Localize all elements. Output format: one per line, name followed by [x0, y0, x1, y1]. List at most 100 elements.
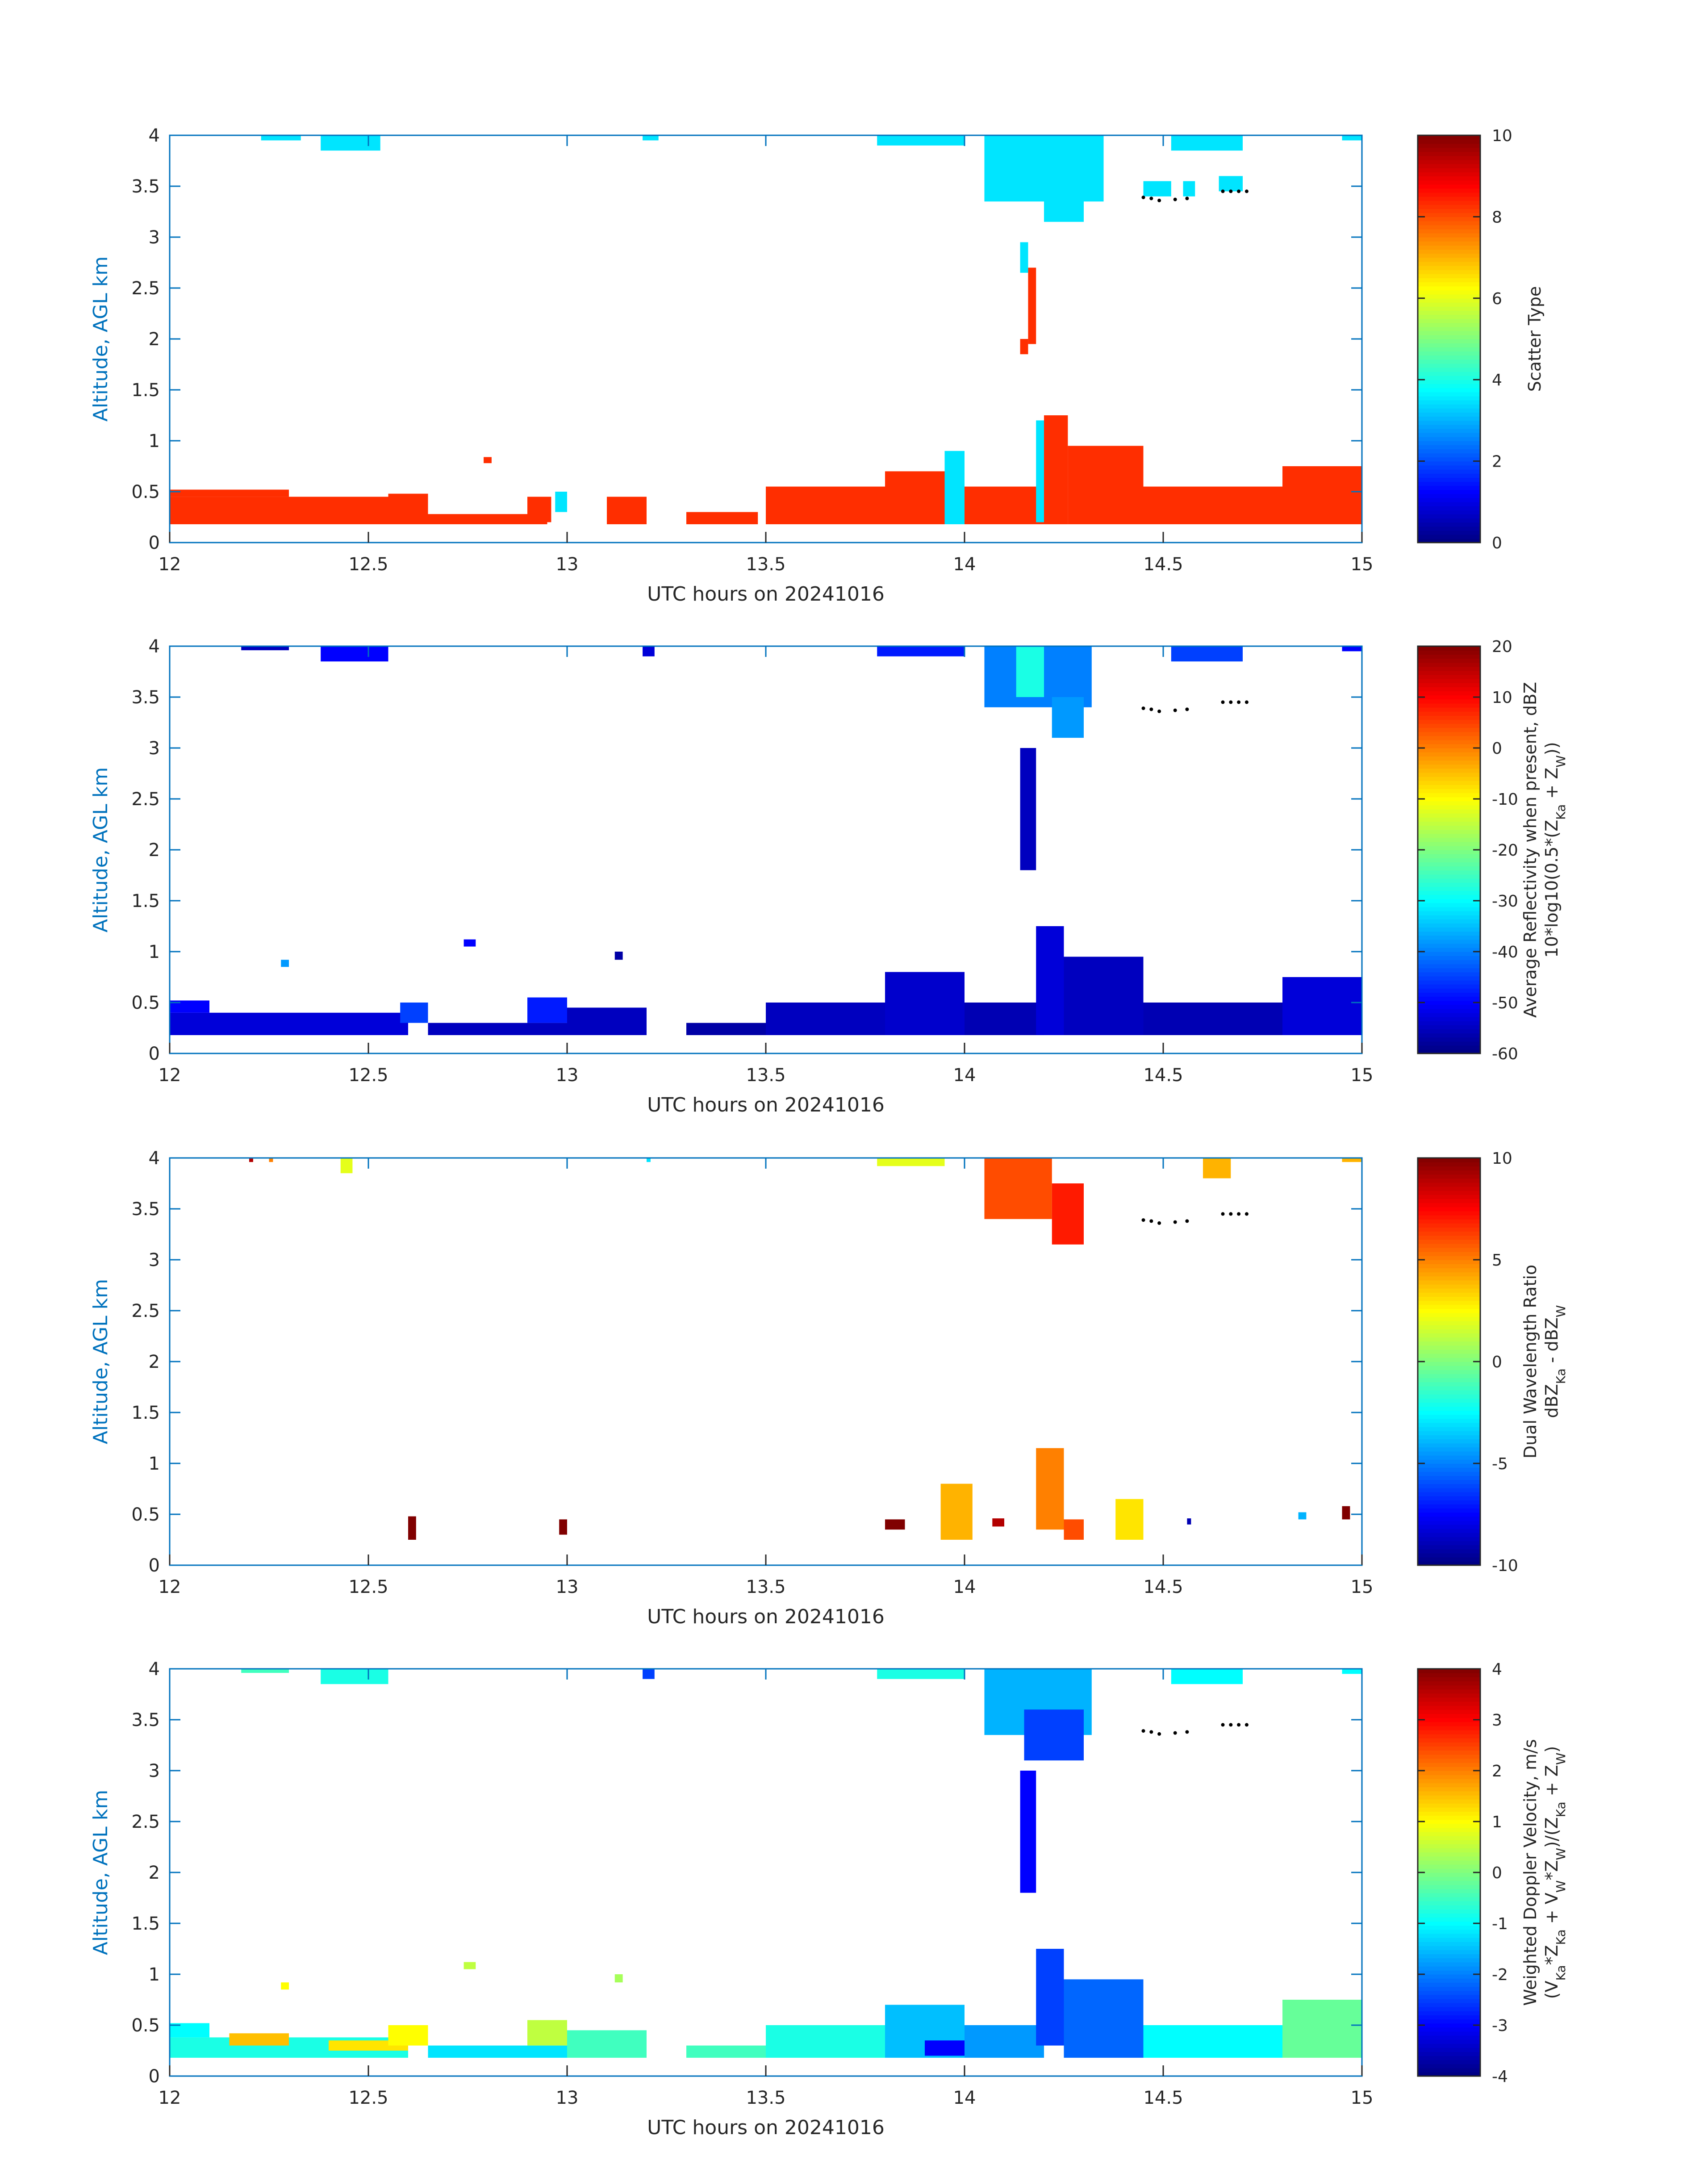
- colorbar-band: [1418, 1370, 1480, 1375]
- colorbar-band: [1418, 1557, 1480, 1562]
- colorbar-band: [1418, 862, 1480, 867]
- colorbar-band: [1418, 2035, 1480, 2040]
- data-cell: [1143, 2025, 1282, 2058]
- colorbar-band: [1418, 1533, 1480, 1537]
- data-cell: [567, 2030, 647, 2058]
- marker-dot: [1141, 196, 1145, 200]
- colorbar-label: (VKa*ZKa + VW*ZW)/(ZKa + ZW): [1542, 1746, 1568, 1999]
- subscript: W: [1553, 1848, 1568, 1860]
- data-cell: [614, 1974, 623, 1983]
- data-cell: [992, 1518, 1004, 1527]
- colorbar-band: [1418, 526, 1480, 531]
- x-tick-label: 14: [953, 1577, 976, 1597]
- colorbar-band: [1418, 1966, 1480, 1971]
- y-tick-label: 4: [149, 1659, 160, 1680]
- colorbar-band: [1418, 221, 1480, 226]
- colorbar-band: [1418, 1689, 1480, 1694]
- colorbar-band: [1418, 1190, 1480, 1195]
- colorbar-band: [1418, 1374, 1480, 1379]
- colorbar-band: [1418, 1978, 1480, 1983]
- marker-dot: [1157, 198, 1161, 202]
- colorbar-band: [1418, 469, 1480, 474]
- marker-dot: [1157, 709, 1161, 713]
- colorbar-band: [1418, 351, 1480, 356]
- data-cell: [559, 1519, 567, 1535]
- colorbar-band: [1418, 2019, 1480, 2024]
- data-cell: [1282, 977, 1362, 1035]
- x-tick-label: 13: [556, 1577, 579, 1597]
- data-cell: [1064, 1979, 1144, 2058]
- colorbar-band: [1418, 1950, 1480, 1955]
- colorbar-band: [1418, 257, 1480, 262]
- colorbar-tick-label: -4: [1492, 2068, 1508, 2086]
- x-tick-label: 13: [556, 1065, 579, 1086]
- colorbar-band: [1418, 996, 1480, 1001]
- colorbar-band: [1418, 1439, 1480, 1444]
- colorbar-band: [1418, 825, 1480, 830]
- colorbar-band: [1418, 1942, 1480, 1946]
- colorbar-band: [1418, 1500, 1480, 1504]
- colorbar-band: [1418, 1913, 1480, 1918]
- colorbar-band: [1418, 760, 1480, 765]
- colorbar-band: [1418, 1742, 1480, 1747]
- colorbar-band: [1418, 1353, 1480, 1358]
- colorbar-band: [1418, 837, 1480, 842]
- x-tick-label: 14.5: [1143, 1577, 1183, 1597]
- colorbar-tick-label: -5: [1492, 1455, 1508, 1473]
- colorbar-band: [1418, 1288, 1480, 1293]
- colorbar-band: [1418, 1998, 1480, 2003]
- x-tick-label: 15: [1351, 2088, 1374, 2108]
- colorbar-band: [1418, 355, 1480, 360]
- colorbar-band: [1418, 1673, 1480, 1678]
- data-cell: [269, 1158, 273, 1162]
- colorbar-band: [1418, 1284, 1480, 1289]
- colorbar-band: [1418, 1909, 1480, 1914]
- colorbar-band: [1418, 2023, 1480, 2028]
- colorbar-band: [1418, 1713, 1480, 1718]
- subscript: W: [1553, 755, 1568, 768]
- colorbar-band: [1418, 1738, 1480, 1742]
- colorbar-band: [1418, 1848, 1480, 1853]
- colorbar-band: [1418, 2043, 1480, 2048]
- data-cell: [464, 1962, 476, 1969]
- colorbar-tick-label: -3: [1492, 2017, 1508, 2035]
- colorbar-band: [1418, 1669, 1480, 1673]
- data-cell: [241, 1669, 289, 1673]
- colorbar-band: [1418, 898, 1480, 903]
- colorbar-tick-label: -20: [1492, 841, 1518, 860]
- colorbar-band: [1418, 176, 1480, 181]
- colorbar-band: [1418, 436, 1480, 441]
- colorbar-band: [1418, 1178, 1480, 1183]
- y-tick-label: 0.5: [131, 993, 160, 1013]
- colorbar-band: [1418, 1296, 1480, 1301]
- colorbar-band: [1418, 1677, 1480, 1682]
- colorbar-band: [1418, 903, 1480, 907]
- colorbar-band: [1418, 1876, 1480, 1881]
- x-tick-label: 12: [159, 1065, 181, 1086]
- colorbar-band: [1418, 1390, 1480, 1395]
- colorbar-band: [1418, 886, 1480, 891]
- colorbar-band: [1418, 1823, 1480, 1828]
- colorbar-band: [1418, 1016, 1480, 1021]
- colorbar-band: [1418, 1925, 1480, 1930]
- colorbar-band: [1418, 874, 1480, 879]
- panel-3: 12 12.5 13 13.5 14 14.5 15 0 0.5 1 1.5 2 2.5 3 3.5 4 UTC…: [89, 1148, 1568, 1628]
- y-tick-label: 1: [149, 1454, 160, 1474]
- colorbar-band: [1418, 780, 1480, 785]
- data-cell: [643, 135, 659, 141]
- colorbar-tick-label: 3: [1492, 1711, 1502, 1730]
- colorbar-tick-label: 0: [1492, 1353, 1502, 1371]
- colorbar-band: [1418, 670, 1480, 675]
- data-cell: [170, 1012, 408, 1035]
- colorbar-band: [1418, 890, 1480, 895]
- colorbar-band: [1418, 1844, 1480, 1849]
- colorbar-band: [1418, 1537, 1480, 1542]
- colorbar-band: [1418, 793, 1480, 798]
- colorbar-band: [1418, 282, 1480, 287]
- data-cell: [261, 135, 301, 141]
- colorbar-band: [1418, 330, 1480, 335]
- data-cell: [229, 2033, 289, 2046]
- marker-dot: [1149, 196, 1153, 201]
- x-tick-label: 14.5: [1143, 1065, 1183, 1086]
